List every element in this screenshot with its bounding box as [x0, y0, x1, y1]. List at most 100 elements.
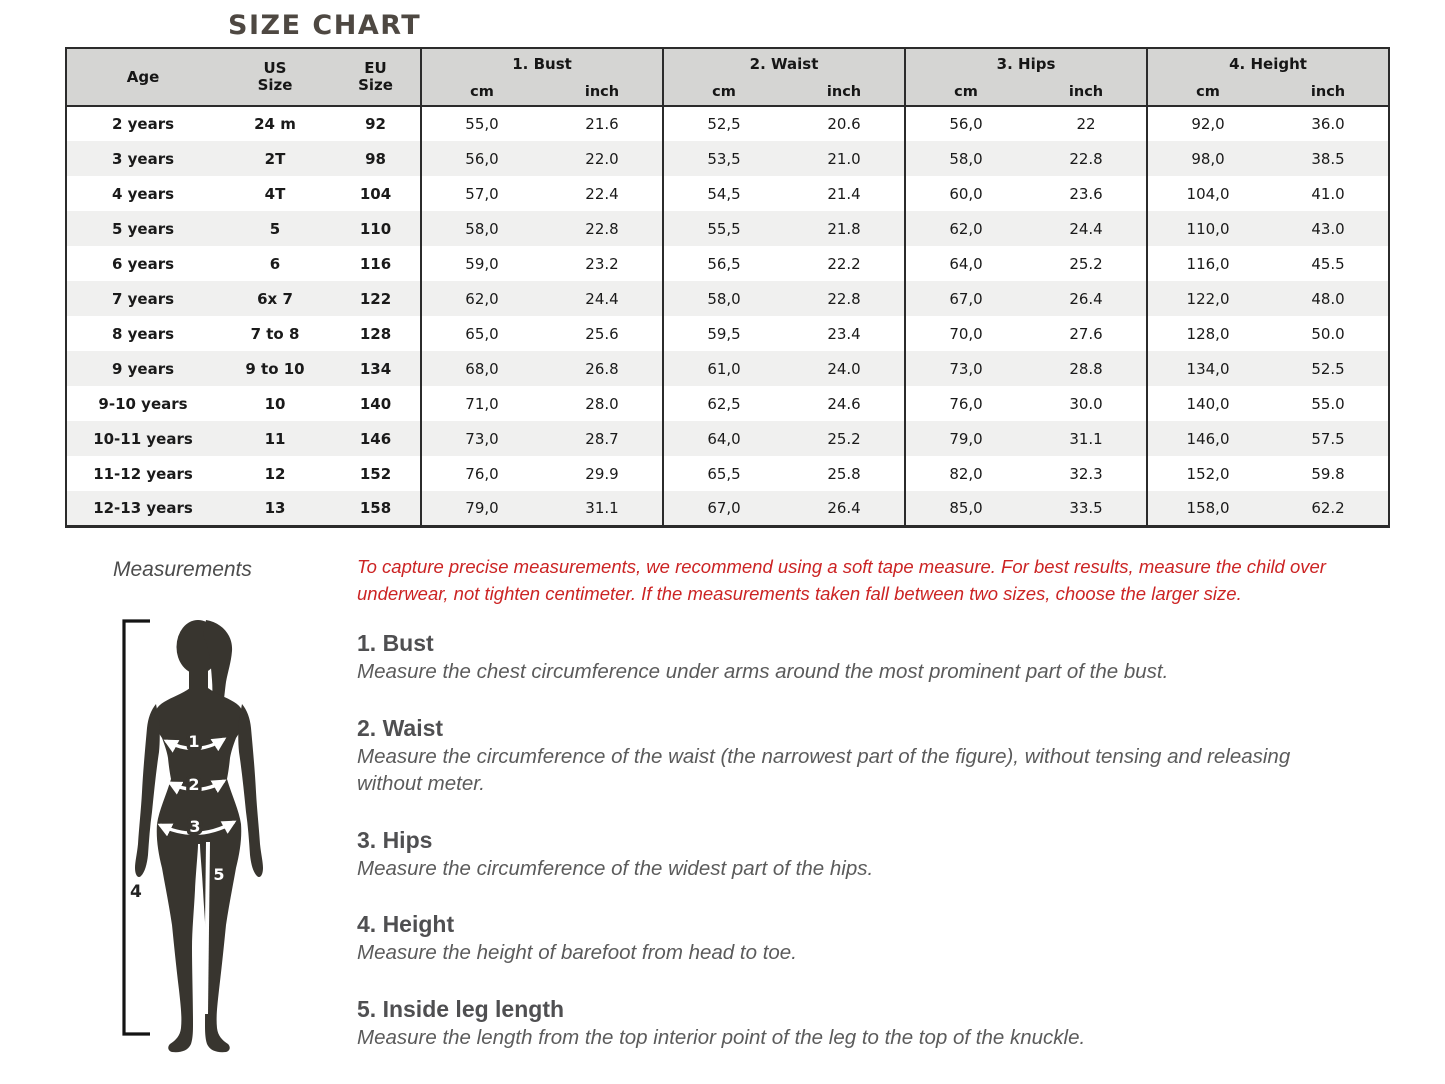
instruction-text: Measure the height of barefoot from head… — [357, 941, 797, 964]
figure-label-waist: 2 — [188, 775, 199, 794]
header-bust-cm: cm — [420, 78, 542, 106]
bust-cm-cell: 71,0 — [420, 386, 542, 421]
waist-arrow-icon — [167, 779, 227, 795]
height-cm-cell: 116,0 — [1146, 246, 1269, 281]
height-cm-cell: 92,0 — [1146, 106, 1269, 141]
instruction-bust: 1. Bust Measure the chest circumference … — [357, 628, 1302, 686]
bust-cm-cell: 57,0 — [420, 176, 542, 211]
hips-inch-cell: 26.4 — [1026, 281, 1148, 316]
waist-cm-cell: 56,5 — [662, 246, 785, 281]
height-inch-cell: 38.5 — [1268, 141, 1390, 176]
us-size-cell: 13 — [219, 491, 331, 526]
header-waist-inch: inch — [784, 78, 906, 106]
bust-inch-cell: 24.4 — [542, 281, 664, 316]
age-cell: 12-13 years — [66, 491, 219, 526]
waist-cm-cell: 62,5 — [662, 386, 785, 421]
waist-cm-cell: 67,0 — [662, 491, 785, 526]
inside-leg-line-icon — [204, 841, 210, 1015]
us-size-cell: 5 — [219, 211, 331, 246]
waist-inch-cell: 25.8 — [827, 464, 861, 483]
height-inch-cell: 45.5 — [1311, 254, 1345, 273]
hips-cm-cell: 67,0 — [904, 281, 1027, 316]
waist-inch-cell: 20.6 — [827, 115, 861, 133]
table-row: 9 years 9 to 10 134 68,0 26.8 61,0 24.0 73,0 28.… — [66, 351, 1390, 386]
bust-cm-cell: 58,0 — [420, 211, 542, 246]
height-cm-cell: 152,0 — [1146, 456, 1269, 491]
bust-cm-cell: 65,0 — [420, 316, 542, 351]
age-cell: 2 years — [111, 115, 175, 133]
us-size-cell: 9 to 10 — [219, 351, 331, 386]
age-cell: 9 years — [66, 351, 219, 386]
hips-inch-cell: 32.3 — [1069, 464, 1103, 483]
height-bracket-icon: 4 — [122, 619, 150, 1036]
hips-cm-cell: 64,0 — [904, 246, 1027, 281]
table-row: 4 years 4T 104 57,0 22.4 54,5 21.4 60,0 23.6 104,… — [66, 176, 1389, 211]
age-cell: 6 years — [111, 254, 175, 273]
hips-inch-cell: 33.5 — [1026, 491, 1148, 526]
table-row: 8 years 7 to 8 128 65,0 25.6 59,5 23.4 70,0 27.6… — [66, 316, 1389, 351]
age-cell: 7 years — [66, 281, 219, 316]
table-header: Age US Size EU Size 1. Bust 2. Waist 3. … — [66, 48, 1390, 106]
waist-cm-cell: 65,5 — [662, 456, 785, 491]
female-silhouette-icon — [135, 620, 263, 1053]
bust-cm-cell: 56,0 — [420, 141, 542, 176]
hips-inch-cell: 22.8 — [1026, 141, 1148, 176]
height-cm-cell: 110,0 — [1146, 211, 1269, 246]
instruction-title: 2. Waist — [357, 714, 444, 741]
height-cm-cell: 104,0 — [1146, 176, 1269, 211]
height-inch-cell: 55.0 — [1311, 394, 1345, 413]
hips-cm-cell: 56,0 — [904, 106, 1027, 141]
header-bust: 1. Bust — [419, 48, 664, 78]
table-row: 7 years 6x 7 122 62,0 24.4 58,0 22.8 67,0 26.4 12… — [66, 281, 1390, 316]
instruction-hips: 3. Hips Measure the circumference of the… — [357, 825, 1302, 883]
height-inch-cell: 36.0 — [1311, 115, 1345, 133]
hips-inch-cell: 28.8 — [1026, 351, 1148, 386]
table-row: 9-10 years 10 140 71,0 28.0 62,5 24.6 76,0 30.0 1… — [66, 386, 1389, 421]
height-inch-cell: 48.0 — [1268, 281, 1390, 316]
header-hips: 3. Hips — [904, 48, 1148, 78]
waist-cm-cell: 52,5 — [662, 106, 785, 141]
hips-arrow-icon — [157, 820, 237, 837]
hips-inch-cell: 22 — [1076, 115, 1096, 133]
table-row: 10-11 years 11 146 73,0 28.7 64,0 25.2 79,0 31.1… — [66, 421, 1390, 456]
body-measurement-figure: 4 1 2 3 5 — [110, 600, 290, 1080]
height-inch-cell: 43.0 — [1268, 211, 1390, 246]
table-row: 11-12 years 12 152 76,0 29.9 65,5 25.8 82,0 32.3… — [66, 456, 1389, 491]
table-row: 5 years 5 110 58,0 22.8 55,5 21.8 62,0 24.4 110,0… — [66, 211, 1390, 246]
age-cell: 5 years — [66, 211, 219, 246]
age-cell: 10-11 years — [66, 421, 219, 456]
waist-inch-cell: 21.0 — [784, 141, 906, 176]
figure-label-height: 4 — [130, 882, 142, 902]
us-size-cell: 10 — [264, 394, 286, 413]
us-size-cell: 4T — [264, 184, 286, 203]
eu-size-cell: 110 — [331, 211, 421, 246]
height-cm-cell: 134,0 — [1146, 351, 1269, 386]
hips-cm-cell: 58,0 — [904, 141, 1027, 176]
waist-inch-cell: 26.4 — [784, 491, 906, 526]
bust-inch-cell: 22.0 — [542, 141, 664, 176]
height-inch-cell: 52.5 — [1268, 351, 1390, 386]
hips-inch-cell: 25.2 — [1069, 254, 1103, 273]
eu-size-cell: 104 — [359, 184, 392, 203]
header-us-size: US Size — [219, 48, 331, 106]
header-age: Age — [66, 48, 219, 106]
measurements-heading: Measurements — [113, 558, 252, 581]
waist-inch-cell: 22.8 — [784, 281, 906, 316]
bust-inch-cell: 28.7 — [542, 421, 664, 456]
bust-inch-cell: 21.6 — [585, 115, 619, 133]
age-cell: 3 years — [66, 141, 219, 176]
instruction-title: 4. Height — [357, 911, 455, 937]
waist-inch-cell: 25.2 — [784, 421, 906, 456]
height-inch-cell: 59.8 — [1311, 464, 1345, 483]
eu-size-cell: 122 — [331, 281, 421, 316]
table-row: 2 years 24 m 92 55,0 21.6 52,5 20.6 56,0 22 92,0 3… — [66, 106, 1389, 141]
bust-inch-cell: 31.1 — [542, 491, 664, 526]
instruction-inside-leg: 5. Inside leg length Measure the length … — [357, 994, 1302, 1052]
us-size-cell: 2T — [219, 141, 331, 176]
waist-inch-cell: 24.0 — [784, 351, 906, 386]
height-cm-cell: 122,0 — [1146, 281, 1269, 316]
hips-inch-cell: 31.1 — [1026, 421, 1148, 456]
size-table-body: 2 years 24 m 92 55,0 21.6 52,5 20.6 56,0 22 92,0 3… — [66, 106, 1390, 526]
height-cm-cell: 140,0 — [1146, 386, 1269, 421]
us-size-cell: 7 to 8 — [250, 324, 300, 343]
